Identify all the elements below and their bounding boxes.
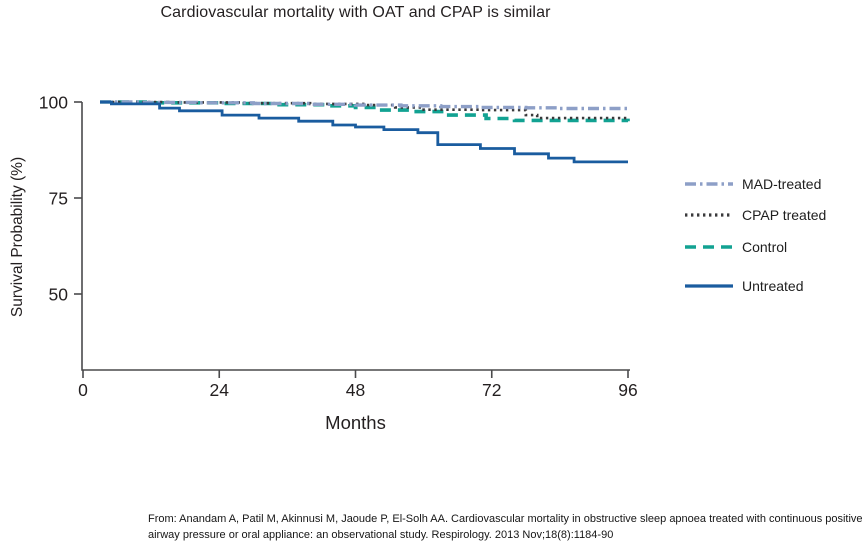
legend-item-untreated: Untreated xyxy=(685,276,803,296)
legend-label-cpap-treated: CPAP treated xyxy=(742,207,827,223)
untreated-line-sample xyxy=(685,284,733,288)
legend-item-cpap-treated: CPAP treated xyxy=(685,205,826,225)
legend-item-control: Control xyxy=(685,237,787,257)
legend-label-control: Control xyxy=(742,239,788,255)
y-axis-title: Survival Probability (%) xyxy=(9,157,26,317)
x-tick-label: 0 xyxy=(78,380,88,400)
x-tick-label: 24 xyxy=(210,380,230,400)
x-tick-label: 72 xyxy=(482,380,501,400)
citation: From: Anandam A, Patil M, Akinnusi M, Ja… xyxy=(148,513,863,541)
y-tick-label: 50 xyxy=(49,285,69,305)
y-tick-label: 75 xyxy=(49,189,68,209)
curve-cpap-treated xyxy=(100,100,628,120)
mad-treated-line-sample xyxy=(685,182,733,186)
x-tick-label: 48 xyxy=(346,380,365,400)
cpap-treated-line-sample xyxy=(685,213,733,217)
chart-title: Cardiovascular mortality with OAT and CP… xyxy=(160,4,551,21)
survival-plot: 100 75 50 0 24 48 72 96 Months Survival Probabili… xyxy=(9,93,638,434)
legend-item-mad-treated: MAD-treated xyxy=(685,174,821,194)
curve-mad-treated xyxy=(100,100,630,111)
control-line-sample xyxy=(685,245,733,249)
legend-label-untreated: Untreated xyxy=(742,278,804,294)
x-axis-title: Months xyxy=(325,412,386,433)
y-tick-label: 100 xyxy=(39,93,68,113)
legend-label-mad-treated: MAD-treated xyxy=(742,176,822,192)
axes xyxy=(81,102,630,371)
curve-untreated xyxy=(100,100,628,164)
x-tick-label: 96 xyxy=(618,380,637,400)
